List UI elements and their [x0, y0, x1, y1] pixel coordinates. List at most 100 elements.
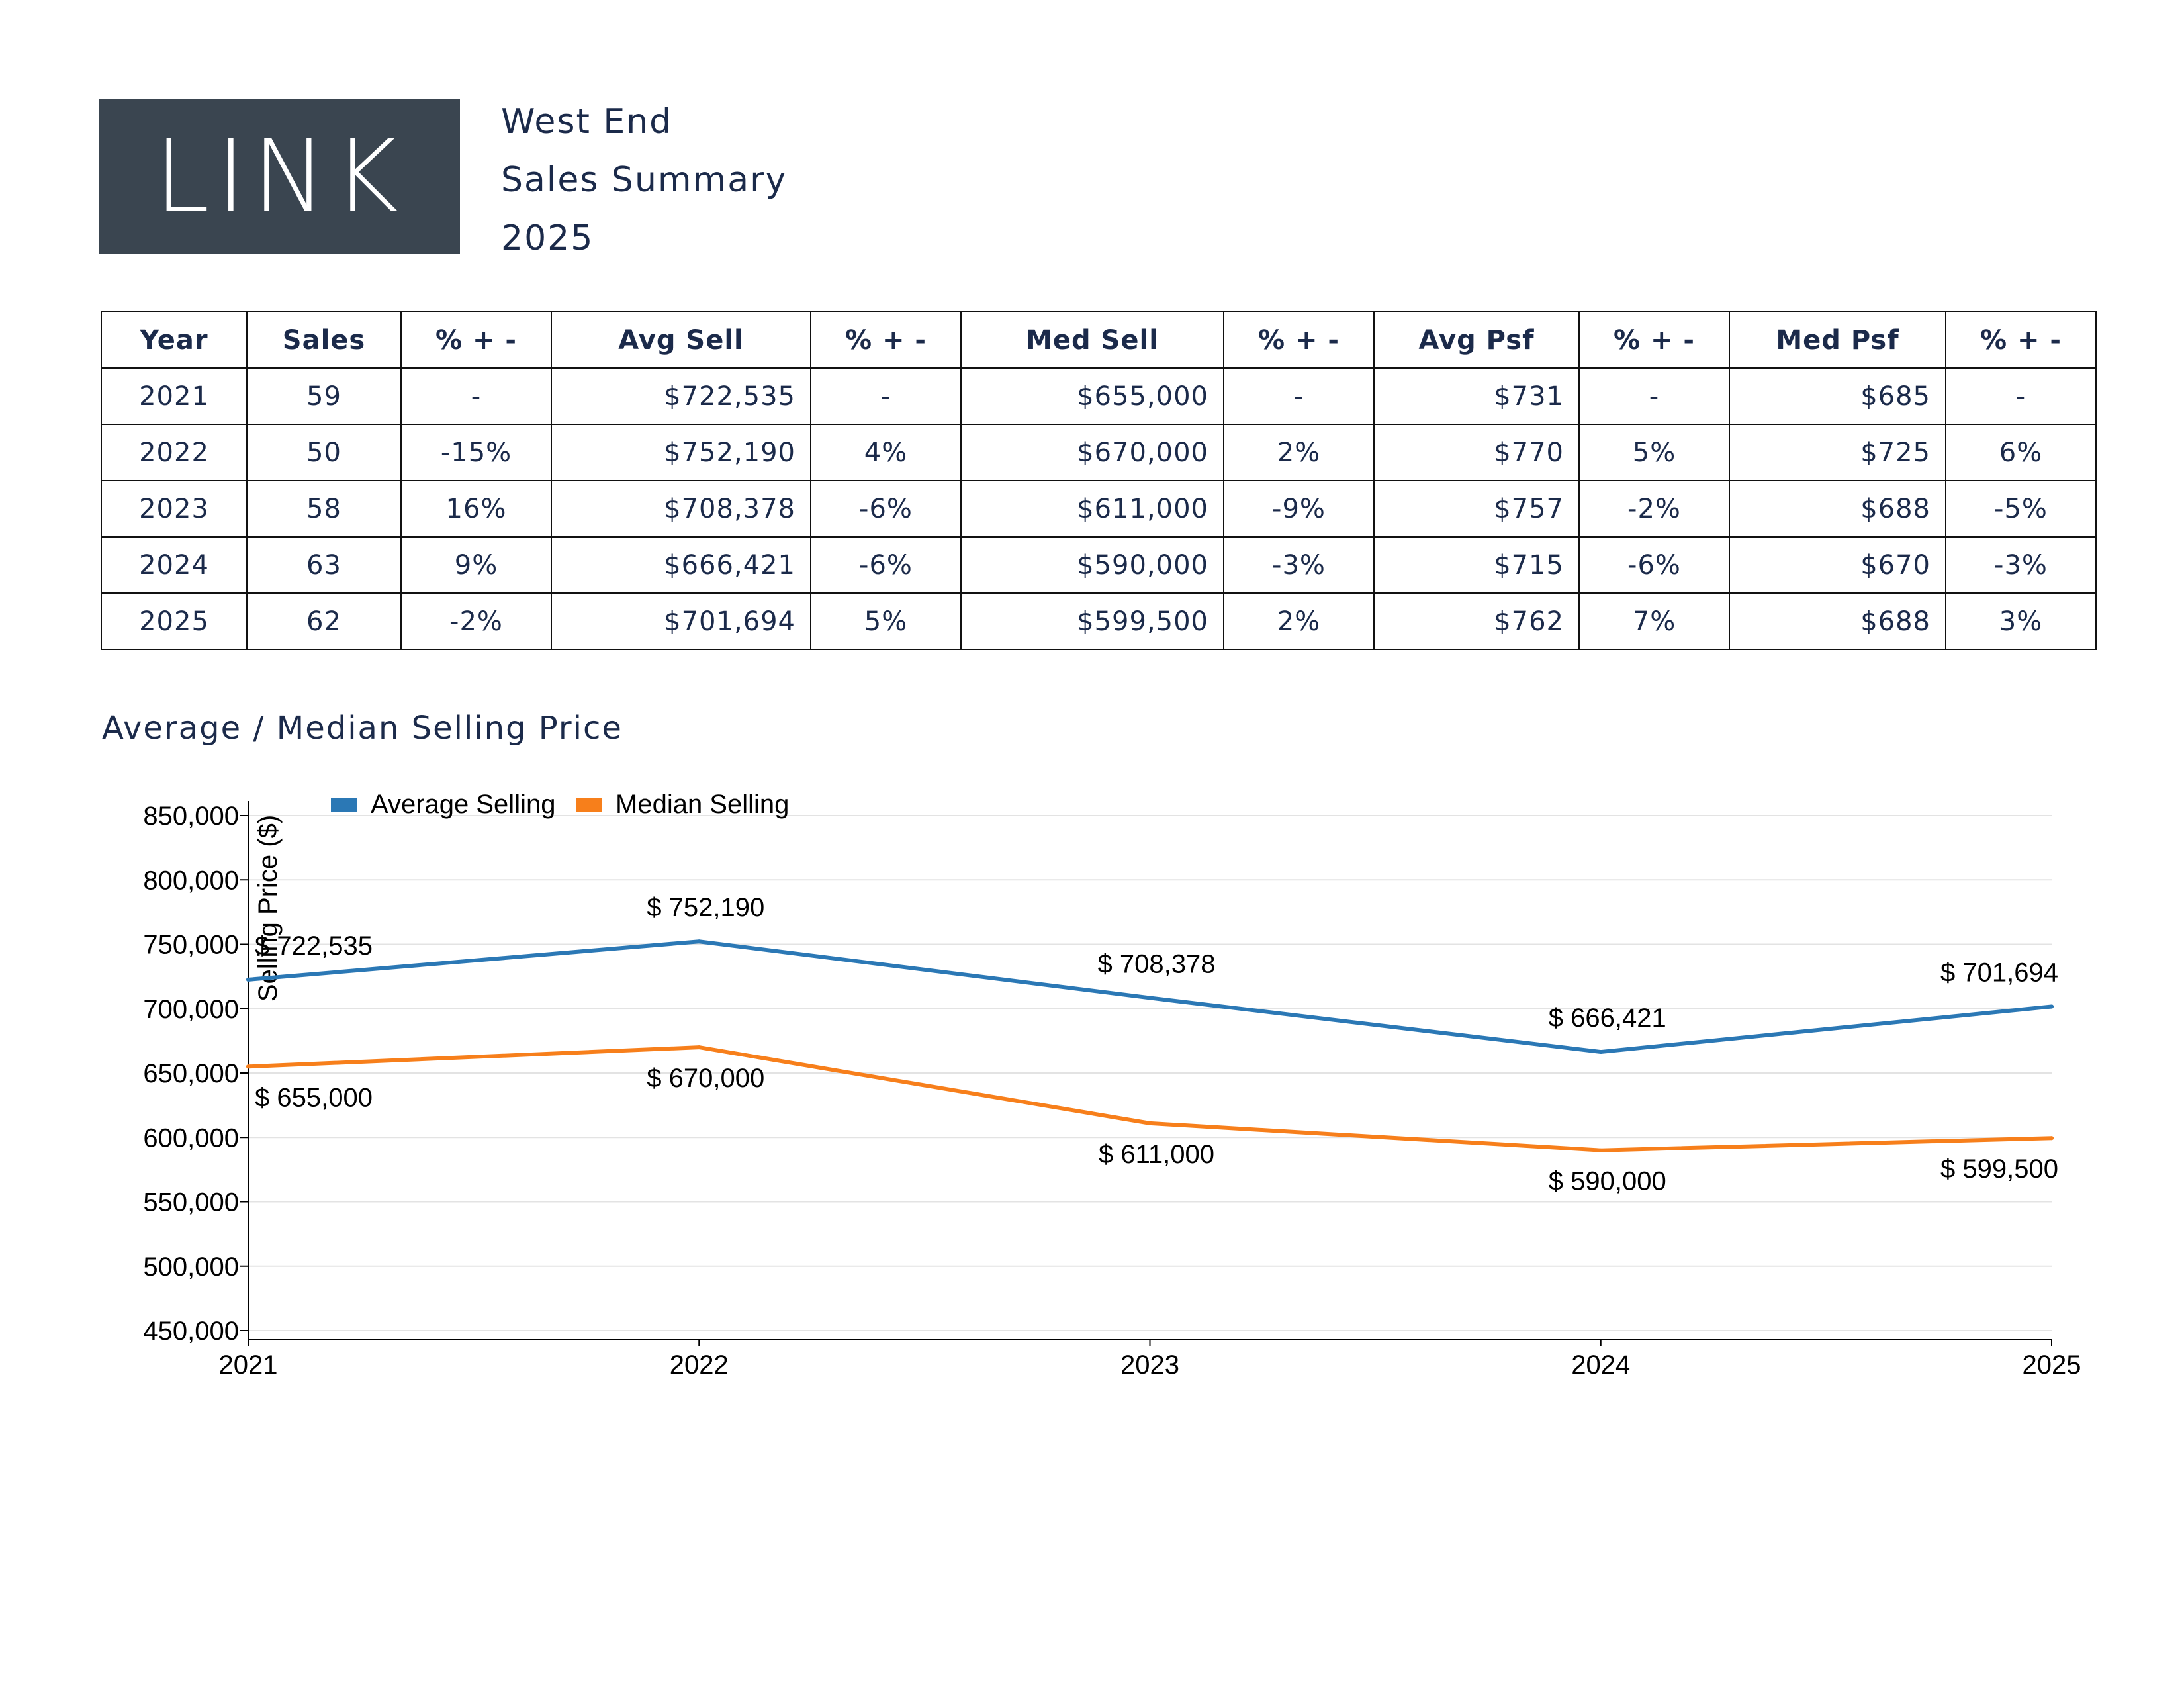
y-tick-label: 650,000: [143, 1059, 239, 1088]
y-tick-label: 800,000: [143, 866, 239, 895]
cell-avg-sell: $722,535: [551, 367, 811, 425]
cell-avg-psf-change: -: [1578, 367, 1730, 425]
cell-year: 2025: [101, 592, 248, 650]
sales-summary-table: Year Sales % + - Avg Sell % + - Med Sell…: [101, 311, 2097, 650]
col-header-med-psf: Med Psf: [1729, 311, 1946, 369]
col-header-sales-change: % + -: [400, 311, 552, 369]
col-header-sales: Sales: [246, 311, 402, 369]
cell-sales: 62: [246, 592, 402, 650]
cell-year: 2023: [101, 480, 248, 538]
cell-avg-sell: $701,694: [551, 592, 811, 650]
data-point: [697, 939, 702, 944]
table-row: 2023 58 16% $708,378 -6% $611,000 -9% $7…: [101, 480, 2097, 538]
cell-med-psf: $688: [1729, 592, 1946, 650]
cell-year: 2024: [101, 536, 248, 594]
data-label: $ 752,190: [647, 893, 764, 922]
cell-sales-change: 16%: [400, 480, 552, 538]
cell-sales-change: 9%: [400, 536, 552, 594]
cell-med-sell-change: 2%: [1223, 592, 1375, 650]
cell-avg-sell-change: -6%: [810, 536, 962, 594]
col-header-avg-psf-change: % + -: [1578, 311, 1730, 369]
data-label: $ 611,000: [1099, 1140, 1214, 1169]
title-year: 2025: [501, 218, 594, 258]
y-tick-label: 750,000: [143, 931, 239, 960]
col-header-med-sell-change: % + -: [1223, 311, 1375, 369]
x-tick-label: 2021: [219, 1350, 278, 1380]
cell-med-psf: $670: [1729, 536, 1946, 594]
cell-med-sell-change: -3%: [1223, 536, 1375, 594]
table-row: 2021 59 - $722,535 - $655,000 - $731 - $…: [101, 367, 2097, 425]
data-label: $ 670,000: [647, 1064, 764, 1093]
cell-med-psf-change: -5%: [1945, 480, 2097, 538]
cell-sales: 50: [246, 424, 402, 481]
y-tick-label: 600,000: [143, 1123, 239, 1152]
cell-avg-psf-change: -6%: [1578, 536, 1730, 594]
col-header-med-sell: Med Sell: [960, 311, 1224, 369]
cell-med-sell: $670,000: [960, 424, 1224, 481]
cell-sales: 63: [246, 536, 402, 594]
table-row: 2022 50 -15% $752,190 4% $670,000 2% $77…: [101, 424, 2097, 481]
data-point: [246, 977, 250, 982]
x-tick-label: 2023: [1120, 1350, 1179, 1380]
col-header-avg-sell-change: % + -: [810, 311, 962, 369]
cell-sales-change: -2%: [400, 592, 552, 650]
selling-price-line-chart: 450,000 500,000 550,000 600,000 650,000 700,0…: [143, 790, 2081, 1380]
chart-title: Average / Median Selling Price: [102, 710, 623, 747]
data-point: [2050, 1136, 2054, 1141]
legend-label: Median Selling: [615, 790, 789, 819]
report-title: West End Sales Summary 2025: [501, 93, 787, 267]
legend-swatch: [331, 798, 357, 812]
cell-med-psf-change: 6%: [1945, 424, 2097, 481]
cell-med-sell: $655,000: [960, 367, 1224, 425]
data-label: $ 590,000: [1549, 1167, 1666, 1196]
cell-avg-psf: $770: [1373, 424, 1580, 481]
data-point: [246, 1064, 250, 1069]
data-label: $ 599,500: [1940, 1154, 2058, 1184]
cell-sales-change: -: [400, 367, 552, 425]
cell-avg-psf-change: 7%: [1578, 592, 1730, 650]
cell-avg-sell-change: 4%: [810, 424, 962, 481]
cell-year: 2021: [101, 367, 248, 425]
legend-label: Average Selling: [371, 790, 555, 819]
col-header-avg-sell: Avg Sell: [551, 311, 811, 369]
x-tick-label: 2022: [670, 1350, 729, 1380]
cell-avg-psf-change: 5%: [1578, 424, 1730, 481]
y-tick-label: 500,000: [143, 1252, 239, 1282]
cell-avg-psf: $731: [1373, 367, 1580, 425]
cell-med-psf: $685: [1729, 367, 1946, 425]
data-point: [1598, 1050, 1603, 1055]
y-tick-label: 550,000: [143, 1188, 239, 1217]
cell-med-sell: $590,000: [960, 536, 1224, 594]
data-label: $ 722,535: [255, 931, 373, 961]
data-point: [1148, 1121, 1152, 1125]
cell-avg-sell: $752,190: [551, 424, 811, 481]
cell-avg-sell-change: 5%: [810, 592, 962, 650]
cell-avg-psf: $762: [1373, 592, 1580, 650]
cell-avg-psf: $757: [1373, 480, 1580, 538]
cell-avg-sell-change: -6%: [810, 480, 962, 538]
x-tick-label: 2024: [1571, 1350, 1630, 1380]
col-header-year: Year: [101, 311, 248, 369]
cell-med-psf-change: -: [1945, 367, 2097, 425]
series-line-median-selling: [246, 1045, 2054, 1152]
y-tick-label: 850,000: [143, 802, 239, 831]
table-row: 2025 62 -2% $701,694 5% $599,500 2% $762…: [101, 592, 2097, 650]
logo-text: LINK: [154, 118, 405, 234]
x-tick-label: 2025: [2023, 1350, 2081, 1380]
title-report-name: Sales Summary: [501, 160, 788, 200]
cell-sales: 59: [246, 367, 402, 425]
cell-med-psf: $725: [1729, 424, 1946, 481]
legend-swatch: [576, 798, 602, 812]
cell-avg-psf-change: -2%: [1578, 480, 1730, 538]
table-header-row: Year Sales % + - Avg Sell % + - Med Sell…: [101, 311, 2097, 369]
data-point: [1598, 1148, 1603, 1152]
cell-avg-sell-change: -: [810, 367, 962, 425]
data-label: $ 701,694: [1940, 958, 2058, 987]
data-label: $ 655,000: [255, 1083, 373, 1112]
y-tick-label: 700,000: [143, 995, 239, 1024]
cell-med-psf-change: -3%: [1945, 536, 2097, 594]
data-point: [697, 1045, 702, 1050]
cell-year: 2022: [101, 424, 248, 481]
data-label: $ 666,421: [1549, 1004, 1666, 1033]
data-point: [1148, 996, 1152, 1000]
